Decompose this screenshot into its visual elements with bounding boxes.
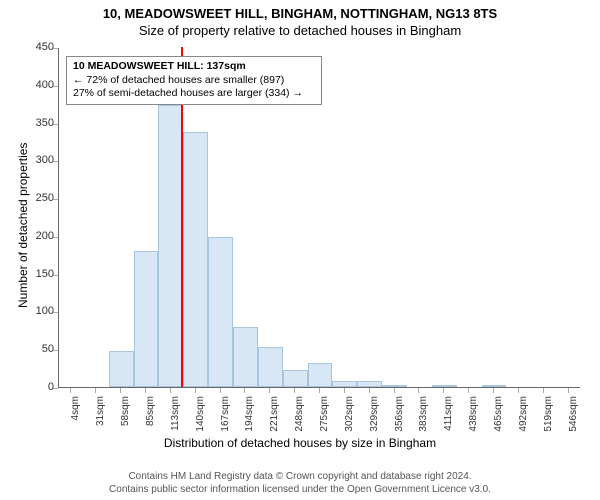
x-tick-mark xyxy=(518,388,519,393)
x-tick-mark xyxy=(294,388,295,393)
x-tick-label: 85sqm xyxy=(145,396,156,436)
x-tick-label: 546sqm xyxy=(568,396,579,436)
histogram-bar xyxy=(109,351,134,387)
x-tick-mark xyxy=(244,388,245,393)
footer-line2: Contains public sector information licen… xyxy=(0,483,600,496)
histogram-bar xyxy=(158,105,183,387)
x-tick-mark xyxy=(319,388,320,393)
y-tick-mark xyxy=(53,48,58,49)
x-tick-label: 275sqm xyxy=(319,396,330,436)
histogram-bar xyxy=(432,385,457,387)
histogram-bar xyxy=(308,363,333,387)
y-tick-mark xyxy=(53,350,58,351)
footer-line1: Contains HM Land Registry data © Crown c… xyxy=(0,470,600,483)
x-tick-label: 519sqm xyxy=(543,396,554,436)
y-axis-label: Number of detached properties xyxy=(16,143,30,308)
x-tick-label: 4sqm xyxy=(70,396,81,436)
x-axis-label: Distribution of detached houses by size … xyxy=(0,436,600,450)
x-tick-label: 194sqm xyxy=(244,396,255,436)
x-tick-label: 465sqm xyxy=(493,396,504,436)
x-tick-mark xyxy=(543,388,544,393)
x-tick-label: 492sqm xyxy=(518,396,529,436)
y-tick-mark xyxy=(53,388,58,389)
x-tick-mark xyxy=(568,388,569,393)
y-tick-mark xyxy=(53,161,58,162)
x-tick-mark xyxy=(220,388,221,393)
y-tick-mark xyxy=(53,199,58,200)
x-tick-label: 356sqm xyxy=(394,396,405,436)
histogram-bar xyxy=(382,385,407,387)
y-tick-label: 350 xyxy=(24,117,54,129)
y-tick-label: 200 xyxy=(24,230,54,242)
x-tick-label: 411sqm xyxy=(443,396,454,436)
annotation-smaller: ← 72% of detached houses are smaller (89… xyxy=(73,74,315,88)
x-tick-label: 58sqm xyxy=(120,396,131,436)
histogram-bar xyxy=(332,381,357,387)
y-tick-label: 450 xyxy=(24,41,54,53)
annotation-larger: 27% of semi-detached houses are larger (… xyxy=(73,87,315,101)
y-tick-label: 250 xyxy=(24,192,54,204)
y-tick-label: 0 xyxy=(24,381,54,393)
x-tick-label: 31sqm xyxy=(95,396,106,436)
y-tick-label: 150 xyxy=(24,268,54,280)
y-tick-mark xyxy=(53,312,58,313)
y-tick-mark xyxy=(53,275,58,276)
x-tick-label: 113sqm xyxy=(170,396,181,436)
y-tick-label: 300 xyxy=(24,154,54,166)
x-tick-mark xyxy=(394,388,395,393)
x-tick-mark xyxy=(170,388,171,393)
y-tick-mark xyxy=(53,237,58,238)
x-tick-mark xyxy=(120,388,121,393)
x-tick-label: 302sqm xyxy=(344,396,355,436)
x-tick-mark xyxy=(195,388,196,393)
histogram-bar xyxy=(233,327,258,387)
annotation-title: 10 MEADOWSWEET HILL: 137sqm xyxy=(73,60,315,74)
x-tick-mark xyxy=(269,388,270,393)
x-tick-mark xyxy=(70,388,71,393)
y-tick-mark xyxy=(53,86,58,87)
x-tick-label: 383sqm xyxy=(418,396,429,436)
x-tick-mark xyxy=(344,388,345,393)
x-tick-mark xyxy=(418,388,419,393)
x-tick-mark xyxy=(95,388,96,393)
x-tick-mark xyxy=(145,388,146,393)
histogram-bar xyxy=(208,237,233,387)
x-tick-label: 329sqm xyxy=(369,396,380,436)
annotation-box: 10 MEADOWSWEET HILL: 137sqm ← 72% of det… xyxy=(66,56,322,105)
x-tick-mark xyxy=(369,388,370,393)
y-tick-label: 50 xyxy=(24,343,54,355)
histogram-bar xyxy=(283,370,308,387)
histogram-bar xyxy=(258,347,283,387)
x-tick-label: 140sqm xyxy=(195,396,206,436)
x-tick-mark xyxy=(468,388,469,393)
chart-title-address: 10, MEADOWSWEET HILL, BINGHAM, NOTTINGHA… xyxy=(0,0,600,21)
x-tick-label: 221sqm xyxy=(269,396,280,436)
y-tick-label: 400 xyxy=(24,79,54,91)
histogram-bar xyxy=(357,381,382,387)
histogram-bar xyxy=(183,132,208,387)
histogram-bar xyxy=(134,251,159,387)
x-tick-label: 248sqm xyxy=(294,396,305,436)
x-tick-label: 438sqm xyxy=(468,396,479,436)
x-tick-mark xyxy=(443,388,444,393)
chart-subtitle: Size of property relative to detached ho… xyxy=(0,21,600,42)
x-tick-mark xyxy=(493,388,494,393)
footer-attribution: Contains HM Land Registry data © Crown c… xyxy=(0,470,600,496)
histogram-bar xyxy=(482,385,507,387)
y-tick-mark xyxy=(53,124,58,125)
x-tick-label: 167sqm xyxy=(220,396,231,436)
y-tick-label: 100 xyxy=(24,305,54,317)
